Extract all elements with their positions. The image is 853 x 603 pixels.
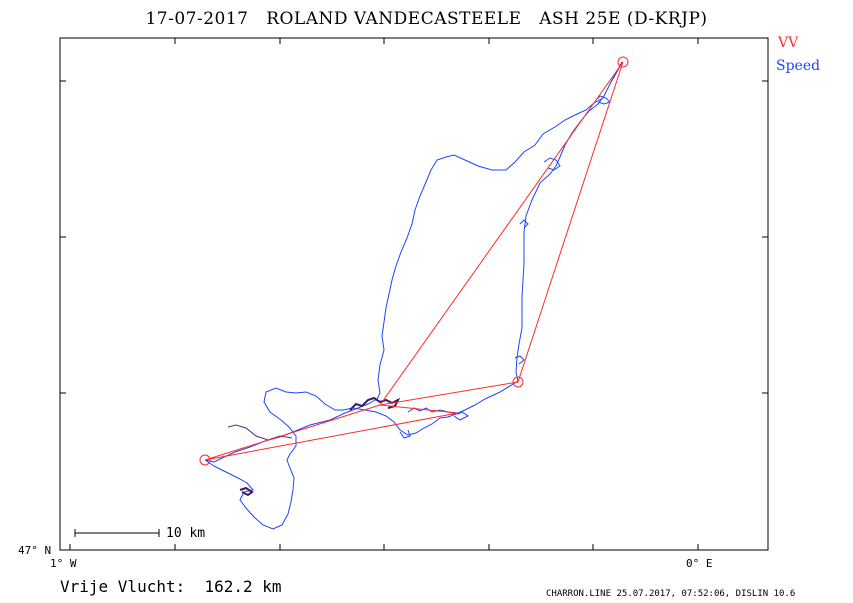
turnpoint-marker — [512, 376, 524, 388]
longitude-left-label: 1° W — [50, 557, 77, 570]
longitude-right-label: 0° E — [686, 557, 713, 570]
credit-text: CHARRON.LINE 25.07.2017, 07:52:06, DISLI… — [546, 589, 796, 599]
turnpoint-marker — [199, 454, 211, 466]
flight-track — [204, 61, 623, 530]
legend-vv-label: VV — [778, 35, 799, 51]
distance-text: Vrije Vlucht: 162.2 km — [60, 577, 282, 596]
latitude-label: 47° N — [18, 544, 52, 557]
scale-bar-label: 10 km — [166, 526, 206, 541]
vv-route — [199, 56, 629, 466]
map-frame — [59, 37, 769, 551]
map-title: 17-07-2017 ROLAND VANDECASTEELE ASH 25E … — [145, 9, 708, 29]
scale-bar — [74, 529, 160, 537]
legend-speed-label: Speed — [776, 58, 821, 74]
turnpoint-marker — [617, 56, 629, 68]
